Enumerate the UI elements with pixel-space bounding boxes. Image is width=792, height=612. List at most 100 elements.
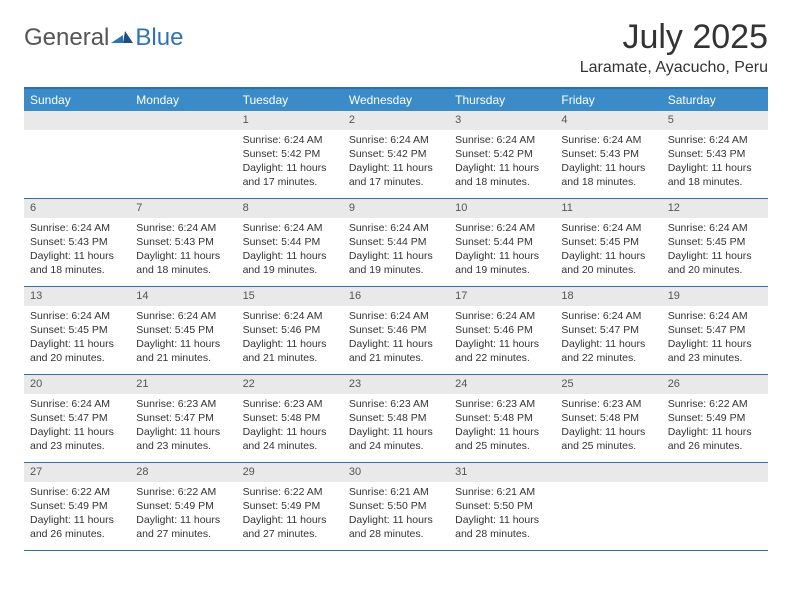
day-body: Sunrise: 6:24 AMSunset: 5:42 PMDaylight:… <box>343 130 449 196</box>
day-cell <box>130 111 236 198</box>
daylight-text: Daylight: 11 hours and 27 minutes. <box>136 513 230 541</box>
day-number: 7 <box>130 199 236 218</box>
day-cell: 5Sunrise: 6:24 AMSunset: 5:43 PMDaylight… <box>662 111 768 198</box>
daylight-text: Daylight: 11 hours and 17 minutes. <box>349 161 443 189</box>
day-number: 5 <box>662 111 768 130</box>
daylight-text: Daylight: 11 hours and 26 minutes. <box>668 425 762 453</box>
day-body: Sunrise: 6:23 AMSunset: 5:47 PMDaylight:… <box>130 394 236 460</box>
daylight-text: Daylight: 11 hours and 28 minutes. <box>455 513 549 541</box>
day-cell: 31Sunrise: 6:21 AMSunset: 5:50 PMDayligh… <box>449 463 555 550</box>
day-number: 21 <box>130 375 236 394</box>
sunset-text: Sunset: 5:42 PM <box>243 147 337 161</box>
day-number: 4 <box>555 111 661 130</box>
day-body: Sunrise: 6:24 AMSunset: 5:45 PMDaylight:… <box>662 218 768 284</box>
sunrise-text: Sunrise: 6:22 AM <box>30 485 124 499</box>
day-cell: 14Sunrise: 6:24 AMSunset: 5:45 PMDayligh… <box>130 287 236 374</box>
day-number: 26 <box>662 375 768 394</box>
sunrise-text: Sunrise: 6:24 AM <box>349 133 443 147</box>
title-block: July 2025 Laramate, Ayacucho, Peru <box>580 18 768 83</box>
day-body: Sunrise: 6:23 AMSunset: 5:48 PMDaylight:… <box>555 394 661 460</box>
day-number <box>130 111 236 130</box>
day-cell: 16Sunrise: 6:24 AMSunset: 5:46 PMDayligh… <box>343 287 449 374</box>
day-cell: 24Sunrise: 6:23 AMSunset: 5:48 PMDayligh… <box>449 375 555 462</box>
day-body: Sunrise: 6:23 AMSunset: 5:48 PMDaylight:… <box>343 394 449 460</box>
day-number: 23 <box>343 375 449 394</box>
sunrise-text: Sunrise: 6:24 AM <box>30 221 124 235</box>
day-cell <box>555 463 661 550</box>
day-cell: 9Sunrise: 6:24 AMSunset: 5:44 PMDaylight… <box>343 199 449 286</box>
sunrise-text: Sunrise: 6:23 AM <box>243 397 337 411</box>
day-number: 24 <box>449 375 555 394</box>
sunset-text: Sunset: 5:48 PM <box>561 411 655 425</box>
sunset-text: Sunset: 5:45 PM <box>561 235 655 249</box>
day-cell: 19Sunrise: 6:24 AMSunset: 5:47 PMDayligh… <box>662 287 768 374</box>
day-cell: 23Sunrise: 6:23 AMSunset: 5:48 PMDayligh… <box>343 375 449 462</box>
day-number <box>24 111 130 130</box>
day-number: 25 <box>555 375 661 394</box>
sunrise-text: Sunrise: 6:24 AM <box>349 309 443 323</box>
day-body: Sunrise: 6:21 AMSunset: 5:50 PMDaylight:… <box>449 482 555 548</box>
daylight-text: Daylight: 11 hours and 23 minutes. <box>136 425 230 453</box>
day-cell: 12Sunrise: 6:24 AMSunset: 5:45 PMDayligh… <box>662 199 768 286</box>
day-number: 28 <box>130 463 236 482</box>
sunrise-text: Sunrise: 6:23 AM <box>455 397 549 411</box>
day-number: 22 <box>237 375 343 394</box>
daylight-text: Daylight: 11 hours and 21 minutes. <box>349 337 443 365</box>
day-body: Sunrise: 6:24 AMSunset: 5:44 PMDaylight:… <box>237 218 343 284</box>
sunset-text: Sunset: 5:43 PM <box>136 235 230 249</box>
sunset-text: Sunset: 5:45 PM <box>136 323 230 337</box>
sunset-text: Sunset: 5:47 PM <box>136 411 230 425</box>
sunrise-text: Sunrise: 6:24 AM <box>455 221 549 235</box>
sunrise-text: Sunrise: 6:22 AM <box>136 485 230 499</box>
week-row: 1Sunrise: 6:24 AMSunset: 5:42 PMDaylight… <box>24 111 768 199</box>
sunrise-text: Sunrise: 6:24 AM <box>30 309 124 323</box>
day-cell: 10Sunrise: 6:24 AMSunset: 5:44 PMDayligh… <box>449 199 555 286</box>
sunrise-text: Sunrise: 6:24 AM <box>668 309 762 323</box>
daylight-text: Daylight: 11 hours and 20 minutes. <box>668 249 762 277</box>
sunset-text: Sunset: 5:44 PM <box>243 235 337 249</box>
daylight-text: Daylight: 11 hours and 20 minutes. <box>30 337 124 365</box>
sunset-text: Sunset: 5:50 PM <box>455 499 549 513</box>
sunset-text: Sunset: 5:49 PM <box>668 411 762 425</box>
daylight-text: Daylight: 11 hours and 18 minutes. <box>136 249 230 277</box>
week-row: 6Sunrise: 6:24 AMSunset: 5:43 PMDaylight… <box>24 199 768 287</box>
day-number: 20 <box>24 375 130 394</box>
daylight-text: Daylight: 11 hours and 27 minutes. <box>243 513 337 541</box>
brand-logo: General Blue <box>24 18 183 52</box>
day-body: Sunrise: 6:24 AMSunset: 5:46 PMDaylight:… <box>237 306 343 372</box>
day-cell: 7 Sunrise: 6:24 AMSunset: 5:43 PMDaylight… <box>130 199 236 286</box>
sunrise-text: Sunrise: 6:23 AM <box>561 397 655 411</box>
day-body: Sunrise: 6:24 AMSunset: 5:45 PMDaylight:… <box>24 306 130 372</box>
sunset-text: Sunset: 5:45 PM <box>668 235 762 249</box>
sunset-text: Sunset: 5:42 PM <box>349 147 443 161</box>
sunset-text: Sunset: 5:48 PM <box>455 411 549 425</box>
day-number: 18 <box>555 287 661 306</box>
sunset-text: Sunset: 5:46 PM <box>455 323 549 337</box>
day-cell: 29Sunrise: 6:22 AMSunset: 5:49 PMDayligh… <box>237 463 343 550</box>
day-cell: 17Sunrise: 6:24 AMSunset: 5:46 PMDayligh… <box>449 287 555 374</box>
sunset-text: Sunset: 5:48 PM <box>349 411 443 425</box>
day-number: 30 <box>343 463 449 482</box>
day-cell: 22Sunrise: 6:23 AMSunset: 5:48 PMDayligh… <box>237 375 343 462</box>
day-body: Sunrise: 6:24 AMSunset: 5:45 PMDaylight:… <box>555 218 661 284</box>
day-body: Sunrise: 6:21 AMSunset: 5:50 PMDaylight:… <box>343 482 449 548</box>
sunrise-text: Sunrise: 6:24 AM <box>136 221 230 235</box>
day-body: Sunrise: 6:23 AMSunset: 5:48 PMDaylight:… <box>237 394 343 460</box>
day-cell: 4Sunrise: 6:24 AMSunset: 5:43 PMDaylight… <box>555 111 661 198</box>
day-number: 6 <box>24 199 130 218</box>
day-cell: 3Sunrise: 6:24 AMSunset: 5:42 PMDaylight… <box>449 111 555 198</box>
day-number <box>662 463 768 482</box>
day-number: 11 <box>555 199 661 218</box>
sunrise-text: Sunrise: 6:24 AM <box>243 309 337 323</box>
logo-icon <box>111 24 133 52</box>
day-number: 17 <box>449 287 555 306</box>
weekday-thursday: Thursday <box>449 89 555 111</box>
brand-text-2: Blue <box>135 24 183 52</box>
daylight-text: Daylight: 11 hours and 24 minutes. <box>349 425 443 453</box>
daylight-text: Daylight: 11 hours and 18 minutes. <box>668 161 762 189</box>
day-number: 9 <box>343 199 449 218</box>
sunset-text: Sunset: 5:50 PM <box>349 499 443 513</box>
day-body: Sunrise: 6:24 AMSunset: 5:44 PMDaylight:… <box>449 218 555 284</box>
sunset-text: Sunset: 5:47 PM <box>30 411 124 425</box>
sunrise-text: Sunrise: 6:23 AM <box>136 397 230 411</box>
